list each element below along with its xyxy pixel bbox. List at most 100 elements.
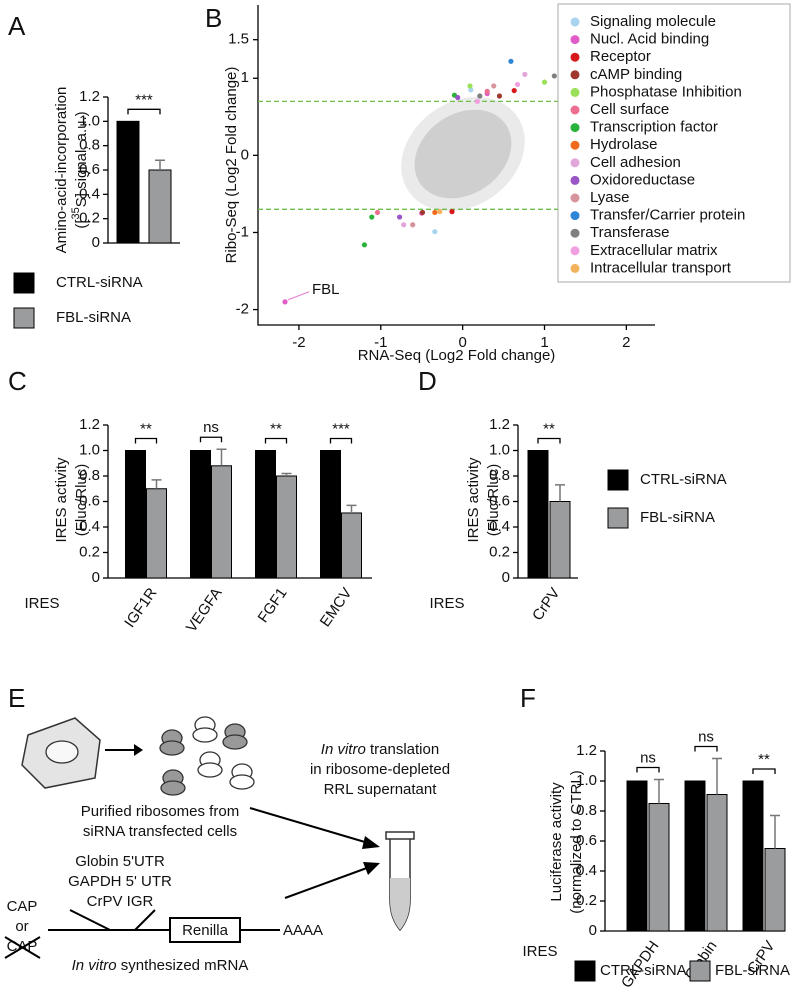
legend-label: Cell surface (590, 101, 669, 118)
legend-label: CTRL-siRNA (640, 471, 727, 488)
error-bar (346, 504, 357, 513)
label: CAP (7, 898, 38, 915)
tube-liquid (390, 878, 410, 930)
x-tick-label: 2 (622, 334, 630, 351)
point (514, 81, 521, 88)
error-bar (151, 479, 162, 489)
x-tick-label: FGF1 (255, 585, 291, 626)
y-axis-label: Luciferase activity (548, 782, 565, 902)
legend-label: Lyase (590, 189, 629, 206)
label: CrPV IGR (87, 893, 154, 910)
x-tick-label: CrPV (529, 585, 563, 624)
label: In vitro synthesized mRNA (72, 957, 249, 974)
point (282, 299, 288, 305)
legend-swatch (570, 17, 580, 27)
y-tick-label: -2 (236, 301, 249, 318)
x-axis-label: RNA-Seq (Log2 Fold change) (358, 347, 556, 364)
point (468, 87, 474, 93)
label: Renilla (182, 922, 229, 939)
error-bar (555, 484, 565, 502)
significance-bracket (134, 437, 158, 444)
legend-label: Transfer/Carrier protein (590, 207, 745, 224)
annotation: FBL (312, 281, 340, 298)
point (397, 214, 403, 220)
y-tick-label: 0.4 (576, 862, 597, 879)
legend-label: cAMP binding (590, 66, 682, 83)
legend-label: Cell adhesion (590, 154, 681, 171)
point (401, 222, 407, 228)
legend-swatch (570, 52, 580, 62)
legend-swatch (570, 158, 580, 168)
x-tick-label: IGF1R (121, 585, 160, 631)
label: siRNA transfected cells (83, 823, 237, 840)
bar (706, 794, 728, 932)
point (432, 209, 438, 216)
legend-swatch (13, 307, 35, 329)
bar (648, 803, 670, 932)
x-tick-label: 1 (540, 334, 548, 351)
y-tick-label: 1.2 (576, 742, 597, 759)
bar (255, 450, 276, 579)
bar (549, 501, 571, 579)
diagram-e: E Purified ribosomes from siRNA transfec… (4, 683, 450, 974)
bar-chart: A 0 0.2 0.4 0.6 0.8 1.0 1.2 Amino-acid-incorpora… (8, 11, 180, 329)
legend-swatch (570, 87, 580, 97)
y-tick-label: 1 (241, 69, 249, 86)
legend-swatch (570, 35, 580, 45)
y-axis-label: 35 (70, 207, 82, 219)
legend-swatch (607, 507, 629, 529)
x-axis-label: IRES (522, 943, 557, 960)
point (437, 209, 443, 215)
bar (146, 488, 167, 579)
point (361, 242, 368, 248)
y-axis-label: (normalized to CTRL) (568, 770, 585, 913)
legend-label: FBL-siRNA (715, 962, 790, 979)
label: translation (366, 741, 439, 758)
point (551, 73, 557, 79)
bar-chart: D 0 0.2 0.4 0.6 0.8 1.0 1.2 IRES activity (Fluc/R… (418, 366, 727, 624)
point (541, 79, 548, 85)
bar (190, 450, 211, 579)
arrow-head (362, 836, 380, 849)
x-tick-label: 0 (458, 334, 466, 351)
cross (4, 936, 41, 959)
y-tick-label: 1.2 (79, 88, 100, 105)
point (369, 214, 375, 220)
reporter-box (169, 917, 241, 943)
significance-bracket (537, 437, 561, 444)
label: AAAA (283, 922, 323, 939)
bar (341, 512, 362, 579)
point (474, 98, 480, 104)
y-axis-label: IRES activity (53, 457, 70, 543)
y-tick-label: -1 (236, 223, 249, 240)
legend-swatch (570, 211, 580, 221)
y-axis-label: ([35S] signal, a.u.) (70, 111, 90, 228)
scatter-cloud (401, 97, 525, 211)
y-tick-label: 0.6 (79, 161, 100, 178)
legend-label: Signaling molecule (590, 13, 716, 30)
y-tick-label: 0.8 (79, 137, 100, 154)
point (419, 209, 426, 216)
y-tick-label: 0 (589, 922, 597, 939)
arrow-head (363, 862, 380, 875)
bar (125, 450, 146, 579)
legend-label: CTRL-siRNA (600, 962, 687, 979)
annotation-leader (287, 291, 310, 301)
point (432, 229, 438, 235)
legend-label: Transferase (590, 224, 669, 241)
significance-bracket (329, 437, 353, 444)
bar-chart: C 0 0.2 0.4 0.6 0.8 1.0 1.2 IRES activity (Fluc/R… (8, 366, 372, 636)
point (508, 58, 514, 64)
significance-bracket (752, 768, 776, 774)
y-tick-label: 0.8 (576, 802, 597, 819)
legend-swatch (13, 272, 35, 294)
legend-box (557, 3, 791, 283)
x-tick-label: VEGFA (183, 585, 226, 636)
legend-label: FBL-siRNA (56, 309, 131, 326)
legend-swatch (570, 105, 580, 115)
significance-bracket (199, 436, 223, 443)
y-tick-label: 0.6 (576, 832, 597, 849)
y-tick-label: 0 (92, 234, 100, 251)
significance-label: ** (140, 420, 152, 437)
